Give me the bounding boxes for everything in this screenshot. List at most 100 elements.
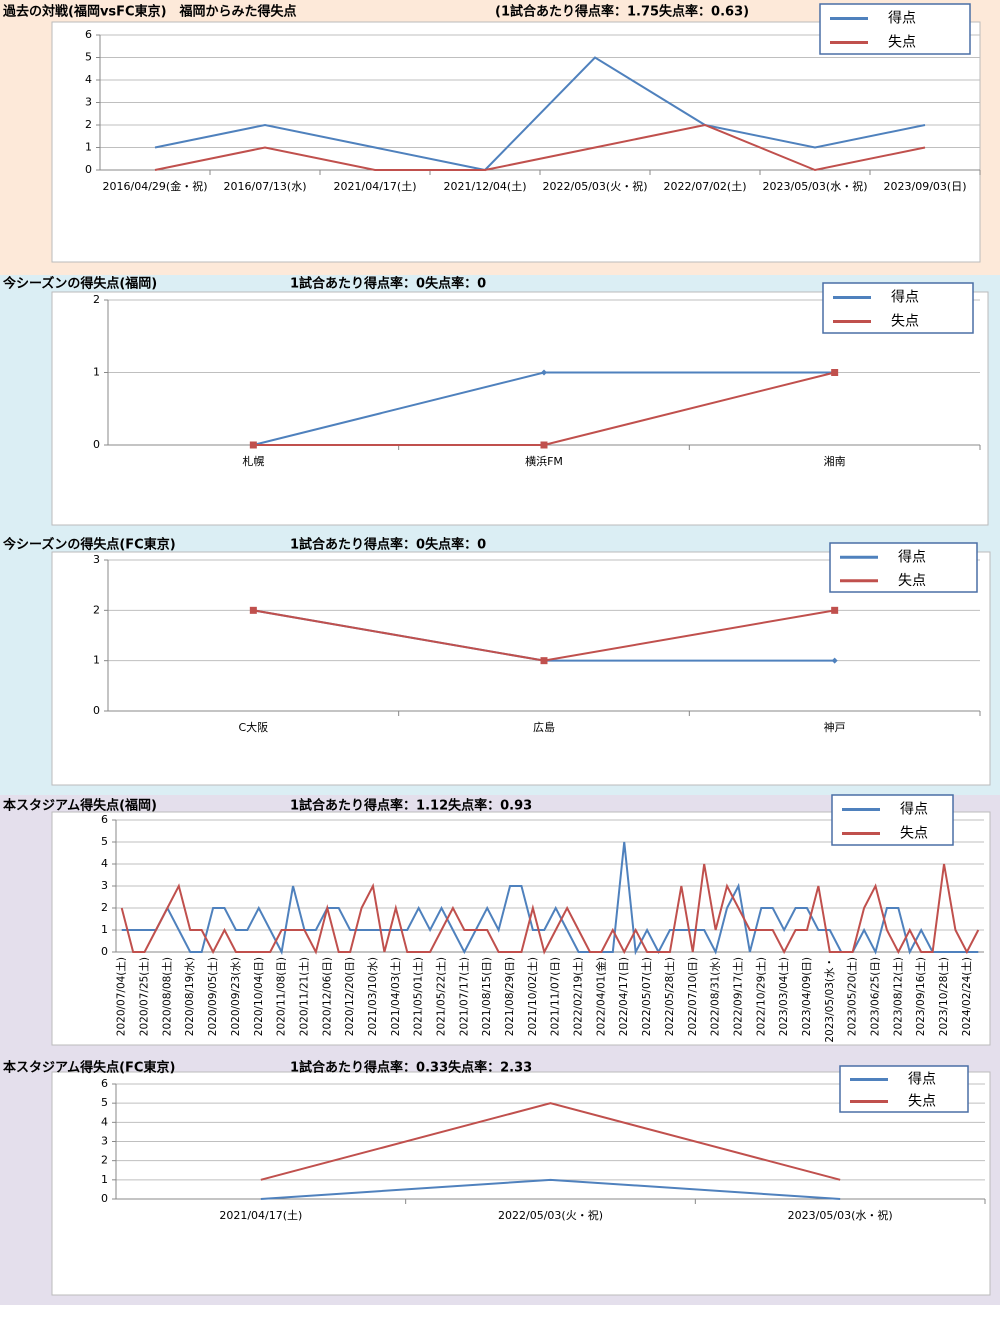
y-tick-label: 2	[93, 293, 100, 306]
x-tick-label: 札幌	[242, 454, 264, 468]
x-tick-label: 2020/12/06(日)	[321, 957, 333, 1036]
y-tick-label: 1	[101, 1173, 108, 1186]
legend-box	[822, 282, 974, 334]
x-tick-label: 2021/08/29(日)	[504, 957, 516, 1036]
x-tick-label: 2022/07/10(日)	[687, 957, 699, 1036]
y-tick-label: 3	[101, 879, 108, 892]
legend-box	[839, 1065, 969, 1113]
y-tick-label: 1	[101, 923, 108, 936]
x-tick-label: 2020/12/20(日)	[344, 957, 356, 1036]
series-line	[154, 123, 926, 172]
chart-panel	[51, 1071, 991, 1296]
x-tick-label: 2020/08/19(水)	[184, 957, 196, 1036]
y-tick-label: 3	[101, 1135, 108, 1148]
y-tick-label: 0	[101, 945, 108, 958]
y-tick-label: 5	[101, 1096, 108, 1109]
legend-label: 失点	[908, 1094, 936, 1110]
x-tick-label: 広島	[533, 720, 555, 734]
chart-subtitle: 1試合あたり得点率：0.33失点率：2.33	[290, 1060, 532, 1076]
x-tick-label: 2020/11/08(日)	[276, 957, 288, 1036]
chart-title: 過去の対戦(福岡vsFC東京) 福岡からみた得失点	[2, 4, 297, 20]
x-tick-label: 2022/10/29(土)	[754, 957, 767, 1036]
x-tick-label: 2020/11/21(土)	[297, 957, 310, 1036]
legend-box	[831, 794, 954, 846]
x-tick-label: 2021/03/10(水)	[367, 957, 379, 1036]
y-tick-label: 3	[93, 553, 100, 566]
y-tick-label: 0	[93, 438, 100, 451]
x-tick-label: 2021/04/17(土)	[219, 1209, 302, 1222]
legend-box	[829, 542, 978, 593]
y-tick-label: 0	[93, 704, 100, 717]
x-tick-label: 2022/04/01(金)	[594, 957, 607, 1036]
point-marker	[249, 441, 257, 449]
x-tick-label: 2022/05/07(土)	[640, 957, 653, 1036]
x-tick-label: 2022/05/28(土)	[663, 957, 676, 1036]
y-tick-label: 5	[101, 835, 108, 848]
x-tick-label: 2023/04/09(日)	[801, 957, 813, 1036]
y-tick-label: 2	[101, 1154, 108, 1167]
x-tick-label: 2023/09/16(土)	[914, 957, 927, 1036]
x-tick-label: 2023/03/04(土)	[777, 957, 790, 1036]
point-marker	[540, 441, 548, 449]
x-tick-label: 2021/10/02(土)	[526, 957, 539, 1036]
point-marker	[540, 657, 548, 665]
x-tick-label: 2020/09/23(水)	[230, 957, 242, 1036]
legend-label: 失点	[900, 826, 928, 842]
point-marker	[541, 369, 547, 376]
legend-label: 得点	[900, 801, 928, 818]
x-tick-label: 2022/09/17(土)	[731, 957, 744, 1036]
y-tick-label: 6	[101, 1077, 108, 1090]
y-tick-label: 6	[101, 813, 108, 826]
chart-subtitle: (1試合あたり得点率：1.75失点率：0.63)	[495, 4, 749, 20]
x-tick-label: 2023/05/03(水・	[824, 957, 836, 1043]
x-tick-label: 2023/05/03(水・祝)	[763, 179, 868, 193]
series-line	[260, 1102, 841, 1181]
y-tick-label: 2	[85, 118, 92, 131]
x-tick-label: C大阪	[238, 720, 268, 734]
y-tick-label: 4	[101, 1115, 108, 1128]
y-tick-label: 1	[85, 141, 92, 154]
x-tick-label: 2022/02/19(土)	[572, 957, 585, 1036]
legend-label: 失点	[888, 35, 916, 51]
x-tick-label: 2016/07/13(水)	[224, 180, 307, 193]
y-tick-label: 4	[85, 73, 92, 86]
legend-label: 得点	[888, 10, 916, 27]
x-tick-label: 湘南	[824, 454, 846, 468]
legend-label: 得点	[898, 548, 926, 565]
x-tick-label: 2016/04/29(金・祝)	[103, 179, 208, 193]
y-tick-label: 0	[85, 163, 92, 176]
chart-subtitle: 1試合あたり得点率：1.12失点率：0.93	[290, 798, 532, 814]
chart-title: 本スタジアム得失点(FC東京)	[3, 1060, 175, 1076]
chart-title: 今シーズンの得失点(FC東京)	[2, 537, 176, 553]
x-tick-label: 2020/08/08(土)	[160, 957, 173, 1036]
x-tick-label: 2021/11/07(日)	[550, 957, 562, 1036]
x-tick-label: 2021/05/01(土)	[412, 957, 425, 1036]
chart-title: 今シーズンの得失点(福岡)	[2, 276, 157, 292]
point-marker	[831, 657, 838, 664]
point-marker	[831, 369, 839, 376]
chart-subtitle: 1試合あたり得点率：0失点率：0	[290, 276, 486, 292]
y-tick-label: 5	[85, 51, 92, 64]
x-tick-label: 2023/10/28(土)	[937, 957, 950, 1036]
y-tick-label: 4	[101, 857, 108, 870]
x-tick-label: 2023/05/03(水・祝)	[788, 1208, 893, 1222]
x-tick-label: 2023/09/03(日)	[884, 180, 967, 193]
x-tick-label: 2020/09/05(土)	[206, 957, 219, 1036]
series-line	[120, 863, 980, 955]
y-tick-label: 2	[101, 901, 108, 914]
x-tick-label: 2021/05/22(土)	[435, 957, 448, 1036]
chart-subtitle: 1試合あたり得点率：0失点率：0	[290, 537, 486, 553]
x-tick-label: 2021/08/15(日)	[481, 957, 493, 1036]
y-tick-label: 1	[93, 366, 100, 379]
series-line	[154, 56, 926, 172]
y-tick-label: 0	[101, 1192, 108, 1205]
x-tick-label: 2021/12/04(土)	[444, 180, 527, 193]
legend-label: 得点	[891, 289, 919, 306]
x-tick-label: 2020/10/04(日)	[253, 957, 265, 1036]
x-tick-label: 2020/07/04(土)	[115, 957, 128, 1036]
x-tick-label: 2022/07/02(土)	[664, 180, 747, 193]
x-tick-label: 2021/04/03(土)	[389, 957, 402, 1036]
legend-label: 失点	[898, 573, 926, 589]
